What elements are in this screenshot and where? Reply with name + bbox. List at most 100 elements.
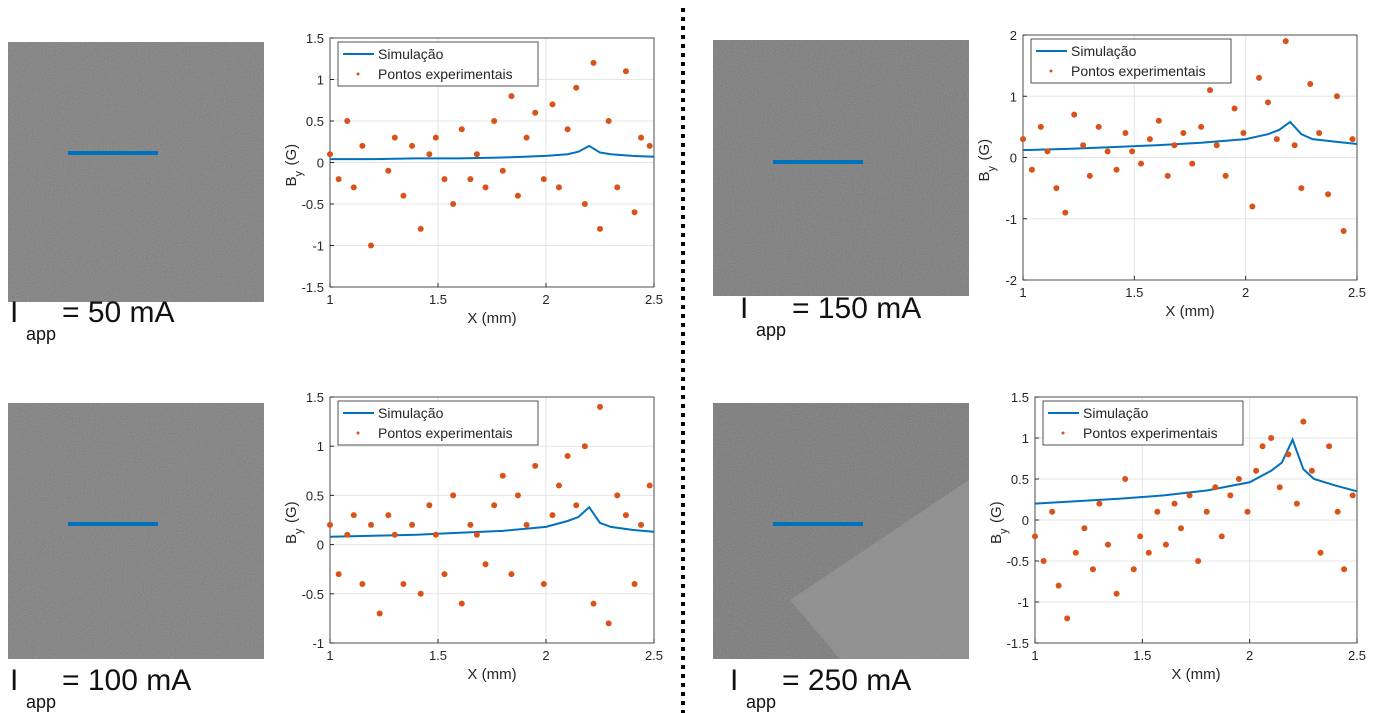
x-tick-label: 2: [542, 292, 549, 307]
chart: 1 1.5 2 2.5 -2 -1 0 1 2 X (mm) By (G) Simulação Ponto…: [976, 28, 1366, 320]
data-point: [1122, 476, 1129, 482]
data-point: [1071, 111, 1078, 118]
data-point: [1285, 451, 1292, 458]
data-point: [540, 580, 547, 587]
y-axis-label-unit: (G): [988, 501, 1005, 523]
data-point: [1081, 525, 1088, 532]
legend-label: Simulação: [1071, 43, 1137, 59]
data-point: [549, 101, 556, 108]
legend-box: [337, 400, 539, 446]
data-point: [622, 512, 629, 519]
data-point: [1129, 148, 1136, 155]
chart: 1 1.5 2 2.5 -1.5 -1 -0.5 0 0.5 1 1.5 X (mm) By (G) Sim…: [283, 31, 663, 327]
x-tick-label: 2: [1246, 648, 1253, 663]
data-point: [1249, 203, 1256, 210]
data-point: [1273, 136, 1280, 143]
data-point: [622, 68, 629, 75]
data-point: [638, 521, 645, 528]
data-point: [417, 225, 424, 232]
data-point: [1340, 228, 1347, 234]
micrograph: [8, 42, 264, 302]
chart: 1 1.5 2 2.5 -1 -0.5 0 0.5 1 1.5 X (mm) By (G) Simulaç…: [283, 390, 663, 683]
data-point: [1096, 500, 1103, 507]
x-tick-label: 1.5: [429, 648, 447, 663]
data-point: [590, 59, 597, 66]
x-axis-label: X (mm): [1165, 303, 1214, 320]
data-point: [555, 184, 562, 191]
data-point: [1218, 533, 1225, 540]
x-tick-label: 2.5: [1348, 285, 1366, 300]
data-point: [1113, 166, 1120, 173]
y-tick-label: -1: [312, 239, 324, 254]
y-axis-label-sub: y: [986, 166, 998, 172]
data-point: [368, 242, 375, 249]
data-point: [597, 225, 603, 232]
data-point: [417, 590, 424, 597]
data-point: [1333, 93, 1340, 100]
data-point: [614, 184, 621, 191]
data-point: [1293, 500, 1300, 507]
data-point: [458, 126, 465, 133]
data-point: [1316, 130, 1323, 136]
data-point: [491, 118, 498, 124]
data-point: [359, 580, 366, 587]
data-point: [1300, 418, 1307, 425]
simulation-line: [329, 505, 655, 538]
y-axis-label: By (G): [976, 139, 998, 182]
data-point: [499, 167, 506, 174]
data-point: [376, 610, 383, 617]
data-point: [1276, 484, 1283, 491]
axes-box: [329, 396, 655, 644]
y-axis-label-unit: (G): [283, 144, 300, 166]
y-tick-label: 1.5: [1011, 390, 1029, 405]
data-point: [523, 521, 530, 528]
legend-label: Pontos experimentais: [1071, 63, 1206, 79]
x-tick-label: 2.5: [645, 292, 663, 307]
x-tick-label: 1: [1031, 648, 1038, 663]
y-tick-label: 2: [1010, 28, 1017, 43]
data-point: [532, 109, 539, 116]
y-axis-label: By (G): [283, 144, 305, 187]
data-point: [499, 472, 506, 479]
data-point: [1326, 443, 1333, 450]
data-point: [605, 118, 612, 124]
y-axis-label-unit: (G): [976, 139, 993, 161]
data-point: [350, 184, 357, 191]
y-tick-label: 1.5: [306, 390, 324, 405]
data-point: [1198, 123, 1205, 130]
data-point: [385, 167, 392, 174]
data-point: [1146, 136, 1153, 143]
y-tick-label: -1.5: [1007, 636, 1029, 651]
data-point: [1049, 508, 1056, 515]
simulation-line: [1034, 437, 1358, 505]
data-point: [391, 134, 398, 141]
y-tick-label: -2: [1005, 273, 1017, 288]
chart: 1 1.5 2 2.5 -1.5 -1 -0.5 0 0.5 1 1.5 X (mm) By (G) Sim…: [988, 390, 1366, 683]
axes-box: [1034, 396, 1358, 644]
data-point: [426, 502, 433, 509]
legend-box: [1042, 400, 1244, 446]
data-point: [1268, 435, 1275, 441]
legend-swatch: [356, 72, 360, 76]
data-point: [450, 201, 457, 207]
y-tick-label: 1.5: [306, 31, 324, 46]
data-point: [1130, 566, 1137, 573]
legend-swatch: [1061, 431, 1065, 435]
data-point: [1154, 508, 1161, 515]
data-point: [1256, 74, 1263, 81]
data-point: [1171, 500, 1178, 507]
x-tick-label: 2: [542, 648, 549, 663]
y-axis-label-sub: y: [998, 528, 1010, 534]
y-axis-label-main: B: [283, 534, 300, 544]
data-point: [1095, 123, 1102, 130]
data-point: [409, 521, 416, 528]
data-point: [1028, 166, 1035, 173]
data-point: [441, 571, 448, 578]
data-point: [1032, 533, 1038, 540]
data-point: [1189, 160, 1196, 167]
y-tick-label: -1: [312, 636, 324, 651]
data-point: [1162, 541, 1169, 548]
